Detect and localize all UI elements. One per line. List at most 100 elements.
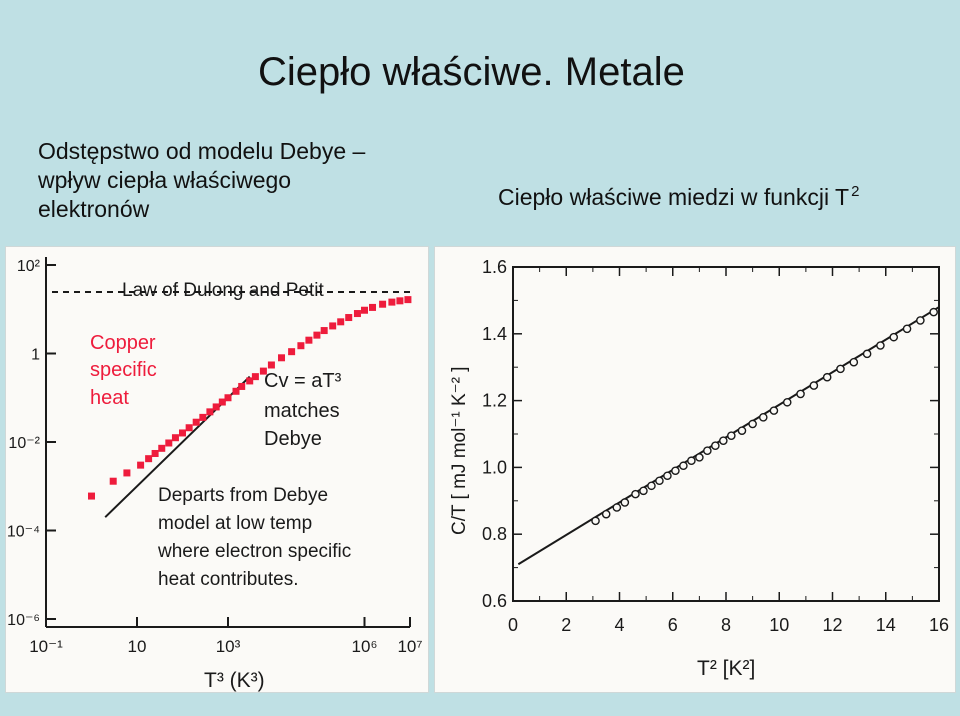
ct-point	[727, 431, 736, 440]
ct-point	[601, 509, 611, 519]
copper-point	[199, 413, 207, 421]
left-x-tick-label: 10³	[216, 637, 241, 656]
copper-point	[185, 424, 193, 432]
cv-note-line-2: Debye	[264, 428, 322, 450]
ct-point	[695, 453, 704, 462]
right-caption-text: Ciepło właściwe miedzi w funkcji T	[498, 184, 850, 210]
departs-line-2: model at low temp	[158, 513, 312, 534]
copper-label-line-2: specific	[90, 359, 157, 381]
copper-point	[345, 314, 353, 322]
copper-data-points	[88, 296, 412, 500]
ct-point	[822, 372, 832, 382]
right-y-tick-label: 1.2	[482, 391, 507, 411]
left-x-axis-label: T³ (K³)	[204, 669, 265, 692]
left-x-tick-label: 10⁶	[352, 637, 378, 656]
ct-point	[620, 498, 630, 507]
copper-point	[145, 455, 153, 463]
left-x-tick-label: 10⁻¹	[29, 637, 63, 656]
copper-point	[396, 297, 404, 305]
left-y-tick-label: 10⁻⁶	[7, 612, 40, 629]
copper-point	[267, 361, 275, 369]
copper-point	[151, 449, 159, 457]
ct-point	[889, 332, 899, 342]
copper-point	[158, 444, 166, 452]
copper-label-line-1: Copper	[90, 332, 156, 354]
right-x-tick-label: 2	[561, 615, 571, 635]
right-x-tick-label: 14	[876, 615, 896, 635]
right-y-tick-label: 1.4	[482, 324, 507, 344]
copper-point	[123, 469, 131, 477]
left-y-tick-label: 10⁻²	[8, 435, 40, 452]
copper-point	[305, 336, 313, 344]
cv-note-line-1: matches	[264, 400, 340, 422]
copper-point	[379, 300, 387, 308]
left-caption: Odstępstwo od modelu Debye – wpływ ciepł…	[38, 137, 365, 224]
left-x-tick-label: 10	[128, 637, 147, 656]
right-y-tick-label: 0.8	[482, 524, 507, 544]
ct-point	[836, 364, 845, 374]
copper-point	[171, 434, 179, 442]
copper-point	[297, 342, 305, 350]
ct-point	[876, 341, 885, 350]
ct-point	[631, 489, 640, 499]
right-x-tick-label: 6	[668, 615, 678, 635]
ct-point	[849, 357, 859, 367]
ct-point	[769, 406, 779, 415]
ct-point	[929, 307, 938, 317]
copper-specific-heat-panel: 10⁻¹ 10 10³ 10⁶ 10⁷ 10⁻⁶ 10⁻⁴ 10⁻² 1 10² Law of D…	[5, 246, 429, 693]
copper-point	[259, 367, 267, 375]
copper-point	[361, 306, 368, 314]
copper-point	[404, 296, 412, 304]
left-caption-line-1: Odstępstwo od modelu Debye –	[38, 138, 366, 164]
copper-point	[278, 354, 286, 362]
dulong-petit-label: Law of Dulong and Petit	[122, 280, 324, 301]
ct-point	[711, 441, 720, 450]
left-y-tick-label: 10²	[17, 258, 41, 275]
right-x-tick-label: 0	[508, 615, 518, 635]
copper-point	[212, 403, 220, 411]
right-y-tick-label: 1.6	[482, 257, 507, 277]
cv-formula-label: Cv = aT³	[264, 370, 342, 392]
ct-point	[687, 456, 696, 466]
ct-point	[591, 516, 600, 526]
right-x-axis-label: T² [K²]	[697, 657, 755, 680]
cu-ct-vs-t2-panel: 0 2 4 6 8 10 12 14 16 0.6 0.8 1.0 1.2 1.4 1.6 T² [K²] …	[434, 246, 956, 693]
copper-point	[337, 318, 345, 326]
copper-point	[218, 398, 226, 406]
ct-point	[703, 446, 712, 455]
copper-point	[388, 298, 396, 306]
right-axis-ticks: 0 2 4 6 8 10 12 14 16 0.6 0.8 1.0 1.2 1.4 1.6	[482, 257, 949, 635]
left-x-tick-label: 10⁷	[397, 637, 422, 656]
copper-point	[224, 394, 232, 402]
right-x-tick-label: 8	[721, 615, 731, 635]
copper-point	[320, 327, 328, 335]
right-y-axis-label: C/T [ mJ mol⁻¹ K⁻² ]	[449, 366, 470, 535]
ct-point	[916, 316, 925, 325]
copper-point	[369, 303, 377, 311]
cu-ct-vs-t2-chart: 0 2 4 6 8 10 12 14 160.60.81.01.21.41.6 T² [K²] …	[449, 257, 949, 680]
right-data-points	[591, 307, 938, 526]
ct-point	[809, 381, 819, 390]
right-x-tick-label: 10	[769, 615, 789, 635]
ct-point	[758, 412, 768, 422]
copper-point	[232, 387, 240, 395]
ct-point	[737, 426, 747, 435]
ct-point	[719, 436, 728, 445]
ct-point	[782, 397, 792, 407]
departs-line-3: where electron specific	[157, 541, 351, 562]
copper-point	[88, 492, 95, 500]
copper-point	[206, 408, 214, 416]
copper-point	[353, 310, 361, 318]
right-x-tick-label: 12	[822, 615, 842, 635]
copper-point	[192, 418, 200, 426]
ct-point	[862, 349, 872, 359]
departs-line-1: Departs from Debye	[158, 485, 328, 506]
right-y-tick-label: 0.6	[482, 591, 507, 611]
copper-point	[246, 377, 254, 385]
copper-point	[165, 439, 173, 447]
ct-point	[679, 461, 688, 471]
left-axis-ticks: 10⁻¹ 10 10³ 10⁶ 10⁷ 10⁻⁶ 10⁻⁴ 10⁻² 1 10²	[7, 258, 423, 656]
slide-title: Ciepło właściwe. Metale	[258, 50, 685, 94]
copper-point	[109, 477, 117, 485]
left-caption-line-3: elektronów	[38, 196, 150, 222]
